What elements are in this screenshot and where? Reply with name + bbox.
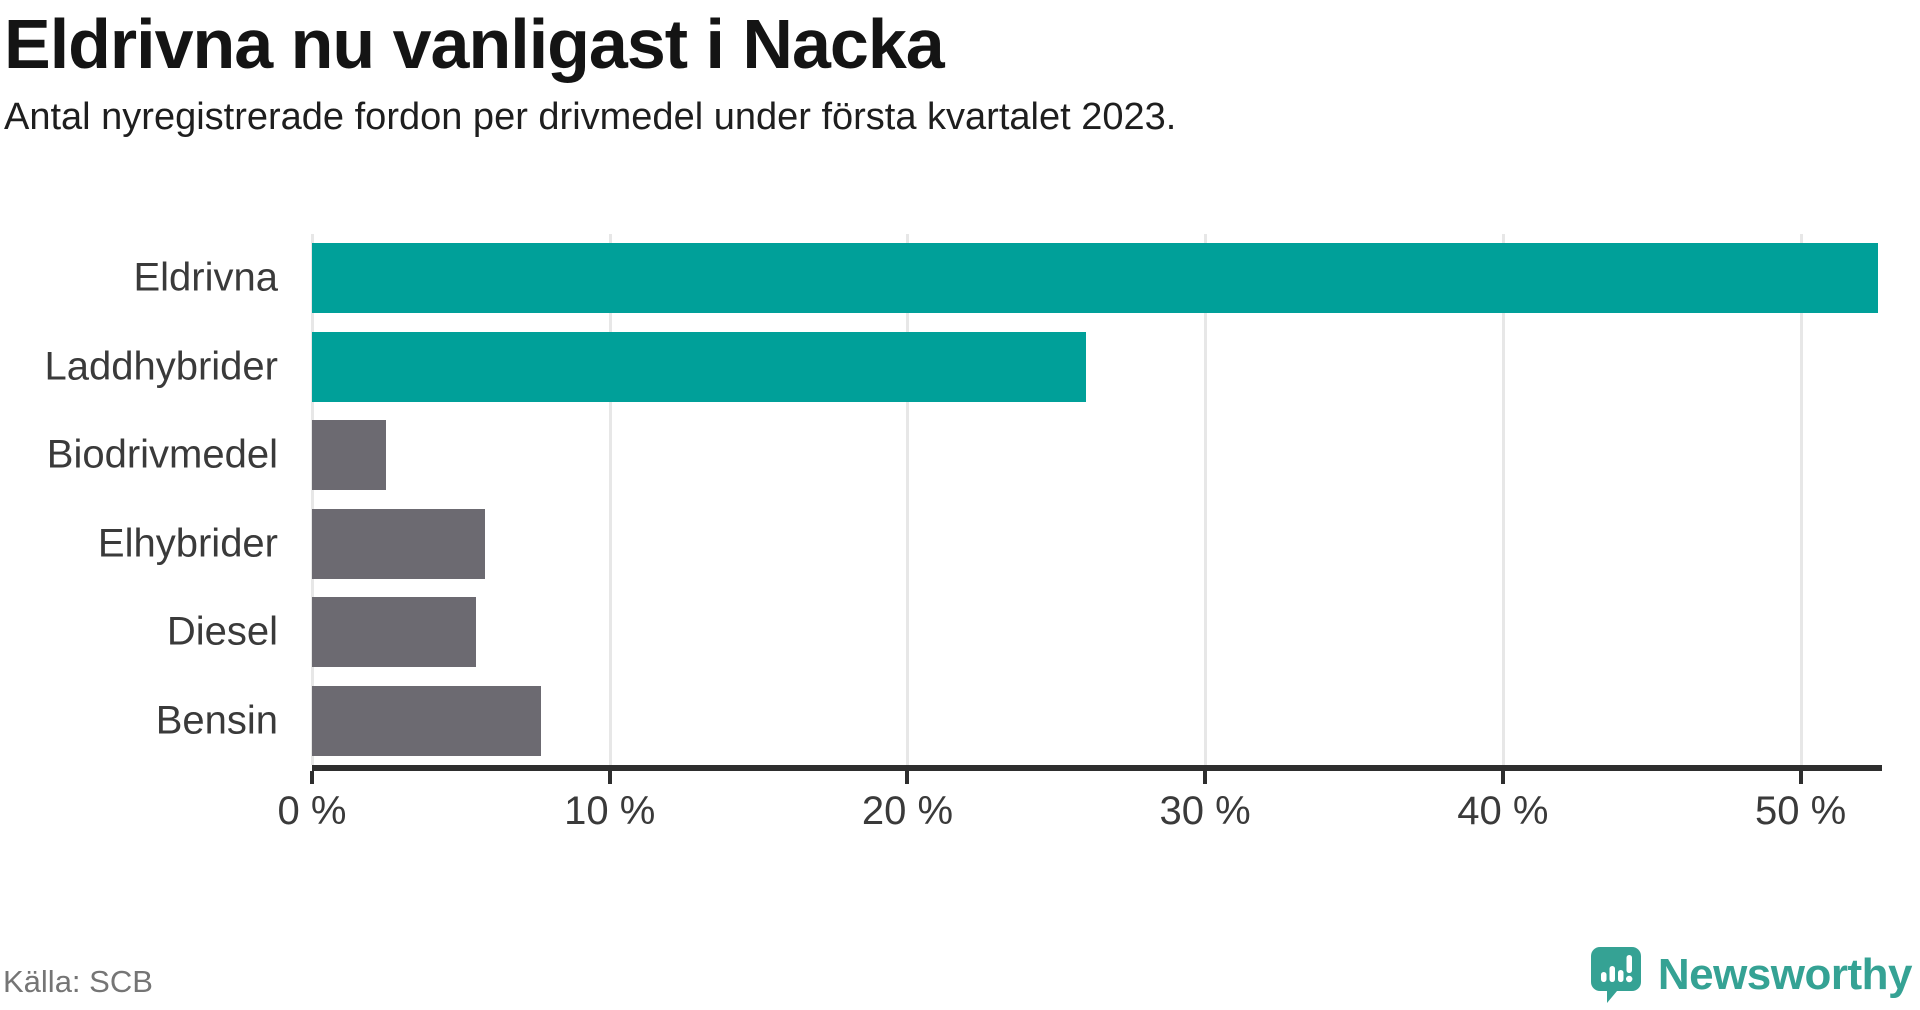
- chart-subtitle: Antal nyregistrerade fordon per drivmede…: [4, 96, 1177, 138]
- category-axis: Eldrivna Laddhybrider Biodrivmedel Elhybrid…: [0, 234, 296, 765]
- x-axis-ticks: [310, 771, 1878, 784]
- source-note: Källa: SCB: [3, 964, 153, 999]
- x-axis-tick-label: 40 %: [1457, 789, 1549, 833]
- x-axis-tick-label: 30 %: [1159, 789, 1251, 833]
- x-axis-tick: [607, 771, 612, 784]
- category-label-eldrivna: Eldrivna: [133, 255, 278, 300]
- category-label-elhybrider: Elhybrider: [97, 521, 278, 566]
- category-label-biodrivmedel: Biodrivmedel: [46, 432, 278, 477]
- x-axis-tick-labels: 0 % 10 % 20 % 30 % 40 % 50 %: [278, 789, 1878, 835]
- newsworthy-logo-icon: [1590, 947, 1641, 1003]
- gridline: [1501, 234, 1505, 765]
- gridline: [1799, 234, 1803, 765]
- plot-area: [311, 234, 1878, 765]
- gridline: [311, 234, 314, 765]
- bar-bensin: [312, 685, 542, 756]
- bar-diesel: [312, 597, 476, 668]
- x-axis-tick-label: 50 %: [1754, 789, 1847, 833]
- bar-elhybrider: [312, 508, 485, 579]
- x-axis-tick-label: 20 %: [861, 789, 954, 833]
- x-axis-tick: [1798, 771, 1803, 784]
- x-axis-tick: [1500, 771, 1505, 784]
- category-label-laddhybrider: Laddhybrider: [44, 344, 279, 389]
- category-label-bensin: Bensin: [155, 698, 278, 743]
- x-axis-tick: [905, 771, 910, 784]
- x-axis-line: [312, 765, 1882, 771]
- x-axis-tick: [310, 771, 314, 784]
- bar-eldrivna: [312, 243, 1878, 314]
- category-label-diesel: Diesel: [166, 609, 278, 654]
- bar-biodrivmedel: [312, 420, 387, 491]
- x-axis-tick-label: 10 %: [564, 789, 656, 833]
- gridline: [608, 234, 612, 765]
- bar-laddhybrider: [312, 331, 1087, 402]
- newsworthy-logo-text: Newsworthy: [1657, 950, 1913, 999]
- gridline: [1204, 234, 1208, 765]
- chart-title: Eldrivna nu vanligast i Nacka: [4, 5, 945, 83]
- x-axis-tick: [1203, 771, 1208, 784]
- x-axis-tick-label: 0 %: [277, 789, 347, 833]
- newsworthy-logo: Newsworthy: [1590, 946, 1913, 1004]
- gridline: [906, 234, 910, 765]
